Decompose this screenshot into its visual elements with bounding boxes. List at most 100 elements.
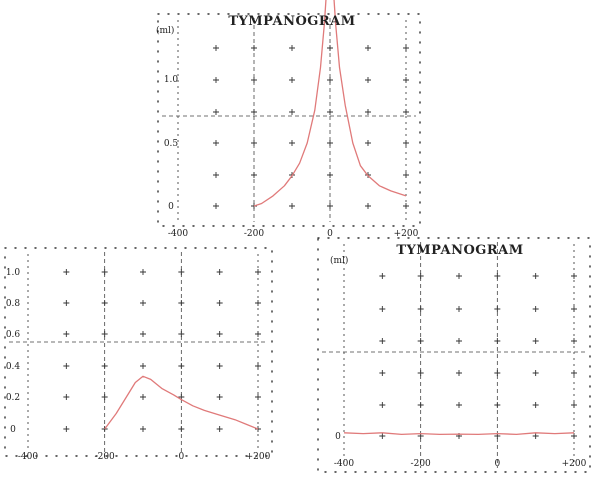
- grid-cross-marker: [403, 77, 409, 83]
- grid-cross-marker: [571, 273, 577, 279]
- grid-cross-marker: [571, 433, 577, 439]
- grid-cross-marker: [101, 269, 108, 275]
- grid-cross-marker: [494, 273, 501, 279]
- grid-cross-marker: [456, 370, 462, 376]
- grid-cross-marker: [365, 45, 371, 51]
- grid-cross-marker: [571, 402, 577, 408]
- y-tick-label: 0.6: [6, 330, 21, 340]
- grid-cross-marker: [216, 300, 223, 306]
- grid-cross-marker: [63, 331, 70, 337]
- grid-cross-marker: [327, 109, 333, 115]
- grid-cross-marker: [140, 394, 146, 400]
- x-tick-label: -400: [18, 452, 38, 462]
- grid-cross-marker: [379, 273, 386, 279]
- x-tick-label: 0: [178, 452, 184, 462]
- y-axis-unit-label: (ml): [330, 255, 348, 266]
- grid-cross-marker: [494, 338, 501, 344]
- grid-cross-marker: [456, 338, 462, 344]
- grid-cross-marker: [213, 140, 219, 146]
- grid-cross-marker: [532, 306, 539, 312]
- chart-title: TYMPANOGRAM: [228, 14, 355, 29]
- grid-cross-marker: [532, 338, 539, 344]
- grid-cross-marker: [379, 338, 386, 344]
- grid-cross-marker: [63, 300, 70, 306]
- grid-cross-marker: [494, 402, 501, 408]
- grid-cross-marker: [365, 77, 371, 83]
- y-tick-label: 0: [168, 202, 174, 212]
- x-tick-label: -200: [95, 452, 115, 462]
- grid-cross-marker: [456, 402, 462, 408]
- grid-cross-marker: [403, 45, 409, 51]
- grid-cross-marker: [456, 306, 462, 312]
- grid-cross-marker: [456, 273, 462, 279]
- grid-cross-marker: [213, 45, 219, 51]
- grid-cross-marker: [532, 273, 539, 279]
- y-tick-label: 0.8: [6, 299, 21, 309]
- grid-cross-marker: [251, 45, 257, 51]
- plot-frame: [4, 247, 273, 457]
- x-tick-label: 0: [494, 459, 500, 469]
- grid-cross-marker: [101, 331, 108, 337]
- grid-cross-marker: [255, 300, 261, 306]
- grid-cross-marker: [417, 273, 424, 279]
- grid-cross-marker: [101, 394, 108, 400]
- grid-cross-marker: [289, 45, 295, 51]
- grid-cross-marker: [379, 370, 386, 376]
- grid-cross-marker: [494, 370, 501, 376]
- grid-cross-marker: [532, 433, 539, 439]
- grid-cross-marker: [327, 172, 333, 178]
- grid-cross-marker: [289, 203, 295, 209]
- grid-cross-marker: [571, 338, 577, 344]
- grid-cross-marker: [327, 77, 333, 83]
- grid-cross-marker: [403, 109, 409, 115]
- x-tick-label: +200: [394, 229, 419, 239]
- grid-cross-marker: [178, 331, 185, 337]
- grid-cross-marker: [63, 269, 70, 275]
- grid-cross-marker: [255, 394, 261, 400]
- grid-cross-marker: [403, 140, 409, 146]
- grid-cross-marker: [63, 426, 70, 432]
- y-tick-label: 1.0: [164, 75, 179, 85]
- grid-cross-marker: [255, 363, 261, 369]
- grid-cross-marker: [289, 77, 295, 83]
- plot-frame: [157, 13, 421, 227]
- grid-cross-marker: [101, 300, 108, 306]
- grid-cross-marker: [327, 45, 333, 51]
- grid-cross-marker: [178, 300, 185, 306]
- grid-cross-marker: [403, 172, 409, 178]
- y-tick-label: 0: [335, 432, 341, 442]
- grid-cross-marker: [532, 370, 539, 376]
- grid-cross-marker: [417, 402, 424, 408]
- grid-cross-marker: [251, 172, 257, 178]
- x-tick-label: +200: [562, 459, 587, 469]
- grid-cross-marker: [379, 402, 386, 408]
- grid-cross-marker: [63, 394, 70, 400]
- grid-cross-marker: [365, 109, 371, 115]
- grid-cross-marker: [255, 269, 261, 275]
- plot-frame: [317, 237, 591, 473]
- grid-cross-marker: [379, 306, 386, 312]
- grid-cross-marker: [213, 77, 219, 83]
- y-tick-label: 0.5: [164, 139, 179, 149]
- grid-cross-marker: [63, 363, 70, 369]
- y-tick-label: 0.4: [6, 362, 21, 372]
- y-tick-label: 0.2: [6, 393, 20, 403]
- grid-cross-marker: [251, 77, 257, 83]
- grid-cross-marker: [289, 109, 295, 115]
- grid-cross-marker: [379, 433, 386, 439]
- grid-cross-marker: [178, 426, 185, 432]
- grid-cross-marker: [140, 331, 146, 337]
- grid-cross-marker: [213, 203, 219, 209]
- grid-cross-marker: [178, 269, 185, 275]
- tympanogram-panel-2: -400 -200 0 +200 0 0.2 0.4 0.6 0.8 1.0: [4, 247, 273, 462]
- grid-cross-marker: [213, 109, 219, 115]
- grid-cross-marker: [178, 363, 185, 369]
- grid-cross-marker: [140, 426, 146, 432]
- grid-cross-marker: [255, 331, 261, 337]
- grid-cross-marker: [289, 140, 295, 146]
- grid-cross-marker: [140, 300, 146, 306]
- x-tick-label: -400: [334, 459, 354, 469]
- grid-cross-marker: [327, 140, 333, 146]
- grid-cross-marker: [494, 306, 501, 312]
